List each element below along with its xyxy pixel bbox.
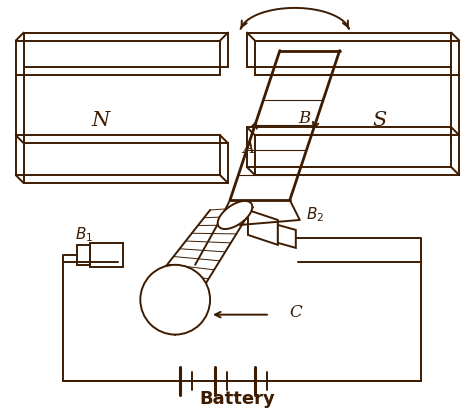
Text: N: N (91, 111, 109, 130)
Text: $B_2$: $B_2$ (306, 206, 324, 224)
Polygon shape (255, 135, 459, 175)
Polygon shape (248, 210, 278, 245)
Polygon shape (91, 243, 123, 267)
Text: B: B (299, 110, 311, 127)
Text: A: A (242, 140, 254, 157)
Text: $B_1$: $B_1$ (75, 225, 93, 244)
Polygon shape (255, 41, 459, 75)
Polygon shape (16, 135, 220, 175)
Polygon shape (16, 41, 220, 75)
Text: C: C (290, 304, 302, 321)
Polygon shape (76, 245, 91, 265)
Polygon shape (278, 225, 296, 248)
Ellipse shape (140, 265, 210, 335)
Ellipse shape (218, 201, 252, 229)
Text: Battery: Battery (199, 391, 275, 409)
Text: S: S (373, 111, 387, 130)
